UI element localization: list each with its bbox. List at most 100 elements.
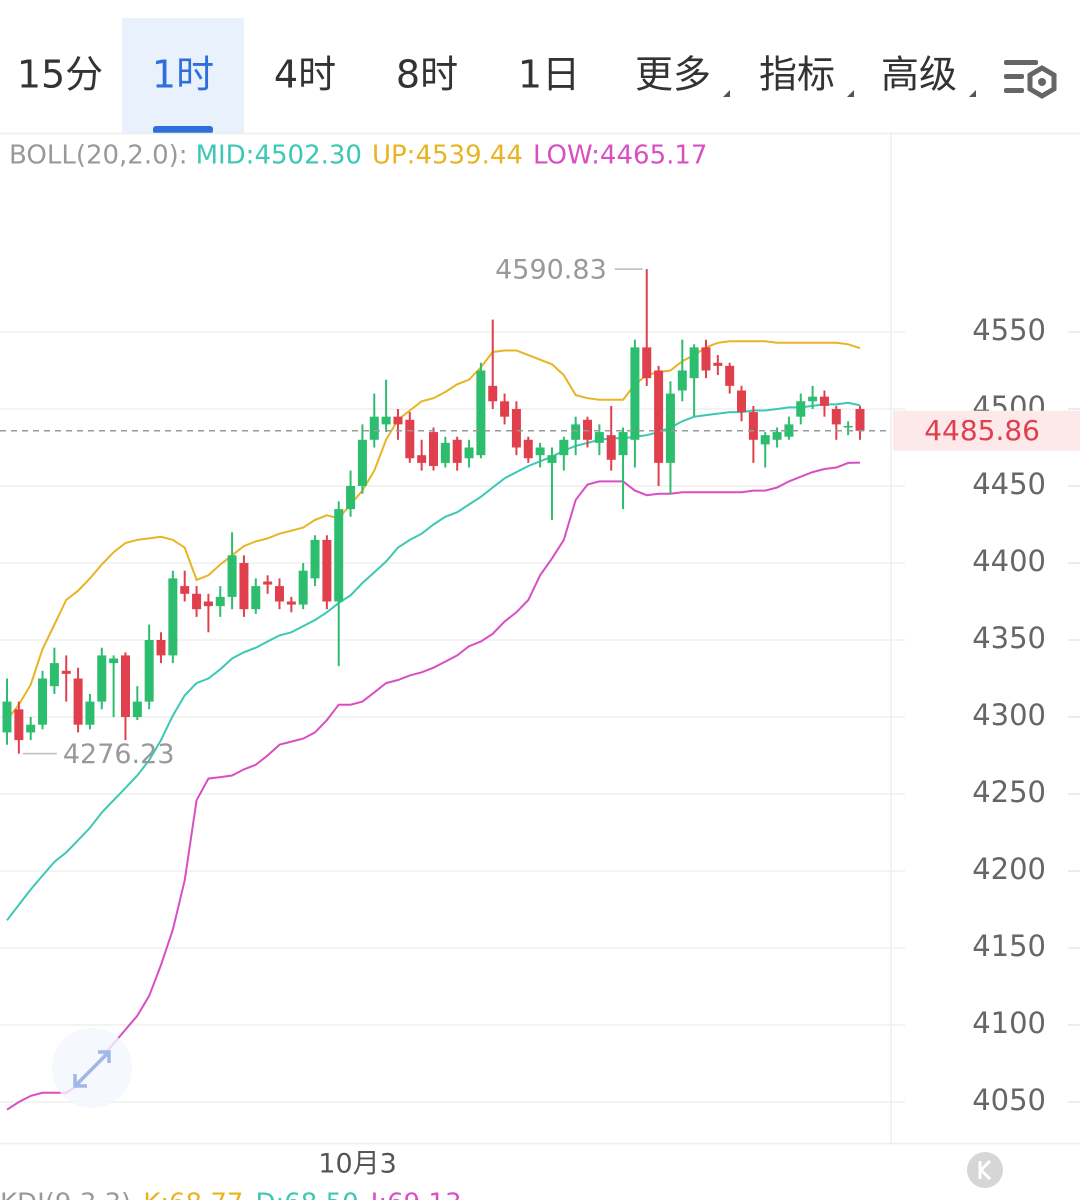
icon-bar bbox=[1004, 88, 1024, 93]
candle-body bbox=[2, 701, 12, 733]
tab[interactable]: 1日 bbox=[518, 53, 580, 97]
sub-indicator-item: J:69.13 bbox=[369, 1189, 462, 1200]
candle-body bbox=[784, 424, 794, 437]
candle-body bbox=[38, 678, 48, 725]
candle-body bbox=[808, 396, 818, 402]
expand-arrow bbox=[73, 1050, 111, 1088]
candle-body bbox=[369, 416, 379, 440]
candle-body bbox=[109, 658, 119, 664]
x-axis: 10月3 bbox=[318, 1149, 397, 1180]
candle-body bbox=[381, 416, 391, 425]
tab[interactable]: 4时 bbox=[274, 53, 336, 97]
settings-icon[interactable] bbox=[1004, 60, 1057, 99]
tab[interactable]: 1时 bbox=[122, 18, 244, 134]
boll-up-line bbox=[6, 340, 861, 721]
candle-body bbox=[559, 439, 569, 456]
candle-body bbox=[855, 408, 865, 431]
candle-body bbox=[476, 370, 486, 456]
tab[interactable]: 更多 bbox=[635, 53, 730, 98]
candle-body bbox=[73, 678, 83, 725]
candle-body bbox=[227, 555, 237, 597]
candle-body bbox=[298, 570, 308, 605]
candle-body bbox=[346, 485, 356, 510]
candle-body bbox=[630, 347, 640, 440]
candle-body bbox=[772, 432, 782, 440]
tab[interactable]: 8时 bbox=[396, 53, 458, 97]
y-axis: 4050410041504200425043004350440044504500… bbox=[893, 313, 1080, 1117]
tab-dropdown-caret bbox=[847, 90, 854, 97]
sub-indicator-item: K:68.77 bbox=[143, 1189, 243, 1200]
candle-body bbox=[511, 408, 521, 448]
tab-label: 15分 bbox=[17, 53, 103, 97]
expand-button[interactable] bbox=[52, 1028, 132, 1108]
candle-body bbox=[156, 640, 166, 656]
tab[interactable]: 15分 bbox=[17, 53, 103, 97]
candle-body bbox=[203, 601, 213, 607]
indicator-name: BOLL(20,2.0): bbox=[9, 141, 188, 171]
candle-body bbox=[571, 424, 581, 440]
candle-body bbox=[760, 435, 770, 445]
boll-legend: BOLL(20,2.0): MID:4502.30 UP:4539.44 LOW:44… bbox=[9, 141, 707, 171]
x-tick-label: 10月3 bbox=[318, 1149, 397, 1180]
icon-dot bbox=[1038, 78, 1046, 86]
candle-body bbox=[618, 432, 628, 456]
candle-body bbox=[393, 416, 403, 425]
candle-body bbox=[215, 596, 225, 607]
candle-body bbox=[701, 347, 711, 371]
tab[interactable]: 指标 bbox=[759, 53, 854, 98]
sub-indicator: KDJ(9,3,3) K:68.77 D:68.50 J:69.13 bbox=[0, 1189, 462, 1200]
candle-body bbox=[263, 581, 273, 585]
candle-body bbox=[464, 447, 474, 459]
candle-body bbox=[606, 435, 616, 460]
candle-body bbox=[49, 663, 59, 687]
tab-dropdown-caret bbox=[969, 90, 976, 97]
tab-label: 8时 bbox=[396, 53, 458, 97]
candle-body bbox=[180, 586, 190, 594]
candle-body bbox=[274, 586, 284, 602]
candle-body bbox=[120, 655, 130, 718]
candle-body bbox=[737, 390, 747, 413]
candle-body bbox=[144, 640, 154, 702]
y-tick-label: 4550 bbox=[972, 313, 1046, 347]
legend-item: UP:4539.44 bbox=[372, 141, 523, 171]
icon-bar bbox=[1004, 60, 1038, 65]
candle-body bbox=[500, 401, 510, 417]
candle-body bbox=[334, 509, 344, 602]
y-tick-label: 4300 bbox=[972, 698, 1046, 732]
y-tick-label: 4050 bbox=[972, 1083, 1046, 1117]
legend-item: MID:4502.30 bbox=[196, 141, 362, 171]
candle-body bbox=[286, 601, 296, 605]
sub-indicator-item: KDJ(9,3,3) bbox=[0, 1189, 131, 1200]
boll-lines bbox=[6, 340, 861, 1111]
candle-body bbox=[594, 432, 604, 443]
tab-label: 1日 bbox=[518, 53, 580, 97]
timeframe-tabs: 15分 1时 4时 8时 1日 更多 指标 高级 bbox=[17, 18, 976, 134]
y-tick-label: 4350 bbox=[972, 621, 1046, 655]
tab[interactable]: 高级 bbox=[881, 53, 976, 98]
y-tick-label: 4250 bbox=[972, 775, 1046, 809]
candle-body bbox=[843, 425, 853, 428]
candle-body bbox=[452, 439, 462, 463]
max-label: 4590.83 bbox=[495, 255, 607, 286]
candle-body bbox=[547, 455, 557, 463]
icon-bar bbox=[1004, 74, 1024, 79]
candle-body bbox=[665, 393, 675, 463]
y-tick-label: 4150 bbox=[972, 929, 1046, 963]
candle-body bbox=[689, 347, 699, 379]
candle-body bbox=[429, 432, 438, 466]
candle-body bbox=[796, 401, 806, 417]
candles bbox=[2, 269, 865, 754]
current-price-label: 4485.86 bbox=[924, 414, 1040, 447]
candle-body bbox=[713, 362, 723, 366]
k-button[interactable] bbox=[967, 1152, 1003, 1188]
candle-body bbox=[357, 439, 367, 486]
boll-mid-line bbox=[6, 401, 861, 921]
min-label: 4276.23 bbox=[63, 739, 175, 770]
candle-body bbox=[725, 365, 735, 386]
y-tick-label: 4450 bbox=[972, 467, 1046, 501]
candle-body bbox=[61, 670, 71, 674]
k-glyph bbox=[978, 1159, 992, 1181]
candle-body bbox=[85, 701, 95, 725]
tab-label: 1时 bbox=[152, 53, 214, 97]
